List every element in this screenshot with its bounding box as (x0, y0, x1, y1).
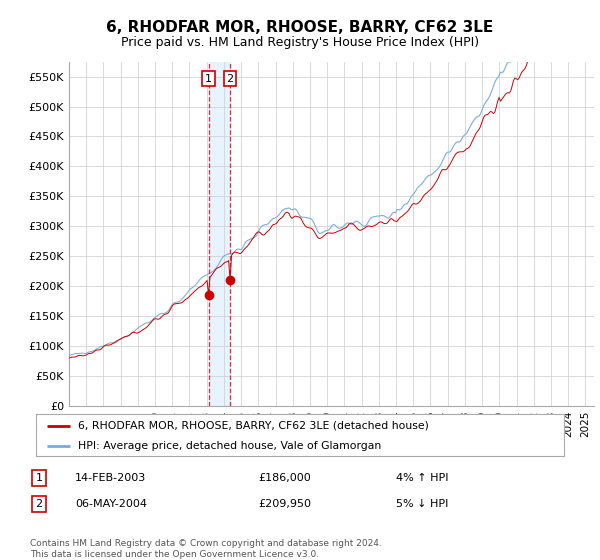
Text: £209,950: £209,950 (258, 499, 311, 509)
Text: Contains HM Land Registry data © Crown copyright and database right 2024.
This d: Contains HM Land Registry data © Crown c… (30, 539, 382, 559)
Text: 5% ↓ HPI: 5% ↓ HPI (396, 499, 448, 509)
Text: 2: 2 (226, 74, 233, 83)
Text: Price paid vs. HM Land Registry's House Price Index (HPI): Price paid vs. HM Land Registry's House … (121, 36, 479, 49)
Bar (209, 62, 230, 406)
Text: 06-MAY-2004: 06-MAY-2004 (75, 499, 147, 509)
Text: £186,000: £186,000 (258, 473, 311, 483)
Text: 14-FEB-2003: 14-FEB-2003 (75, 473, 146, 483)
Text: 1: 1 (35, 473, 43, 483)
Text: 6, RHODFAR MOR, RHOOSE, BARRY, CF62 3LE (detached house): 6, RHODFAR MOR, RHOOSE, BARRY, CF62 3LE … (78, 421, 429, 431)
Text: HPI: Average price, detached house, Vale of Glamorgan: HPI: Average price, detached house, Vale… (78, 441, 382, 451)
Text: 4% ↑ HPI: 4% ↑ HPI (396, 473, 449, 483)
Text: 2: 2 (35, 499, 43, 509)
Text: 1: 1 (205, 74, 212, 83)
Text: 6, RHODFAR MOR, RHOOSE, BARRY, CF62 3LE: 6, RHODFAR MOR, RHOOSE, BARRY, CF62 3LE (106, 20, 494, 35)
